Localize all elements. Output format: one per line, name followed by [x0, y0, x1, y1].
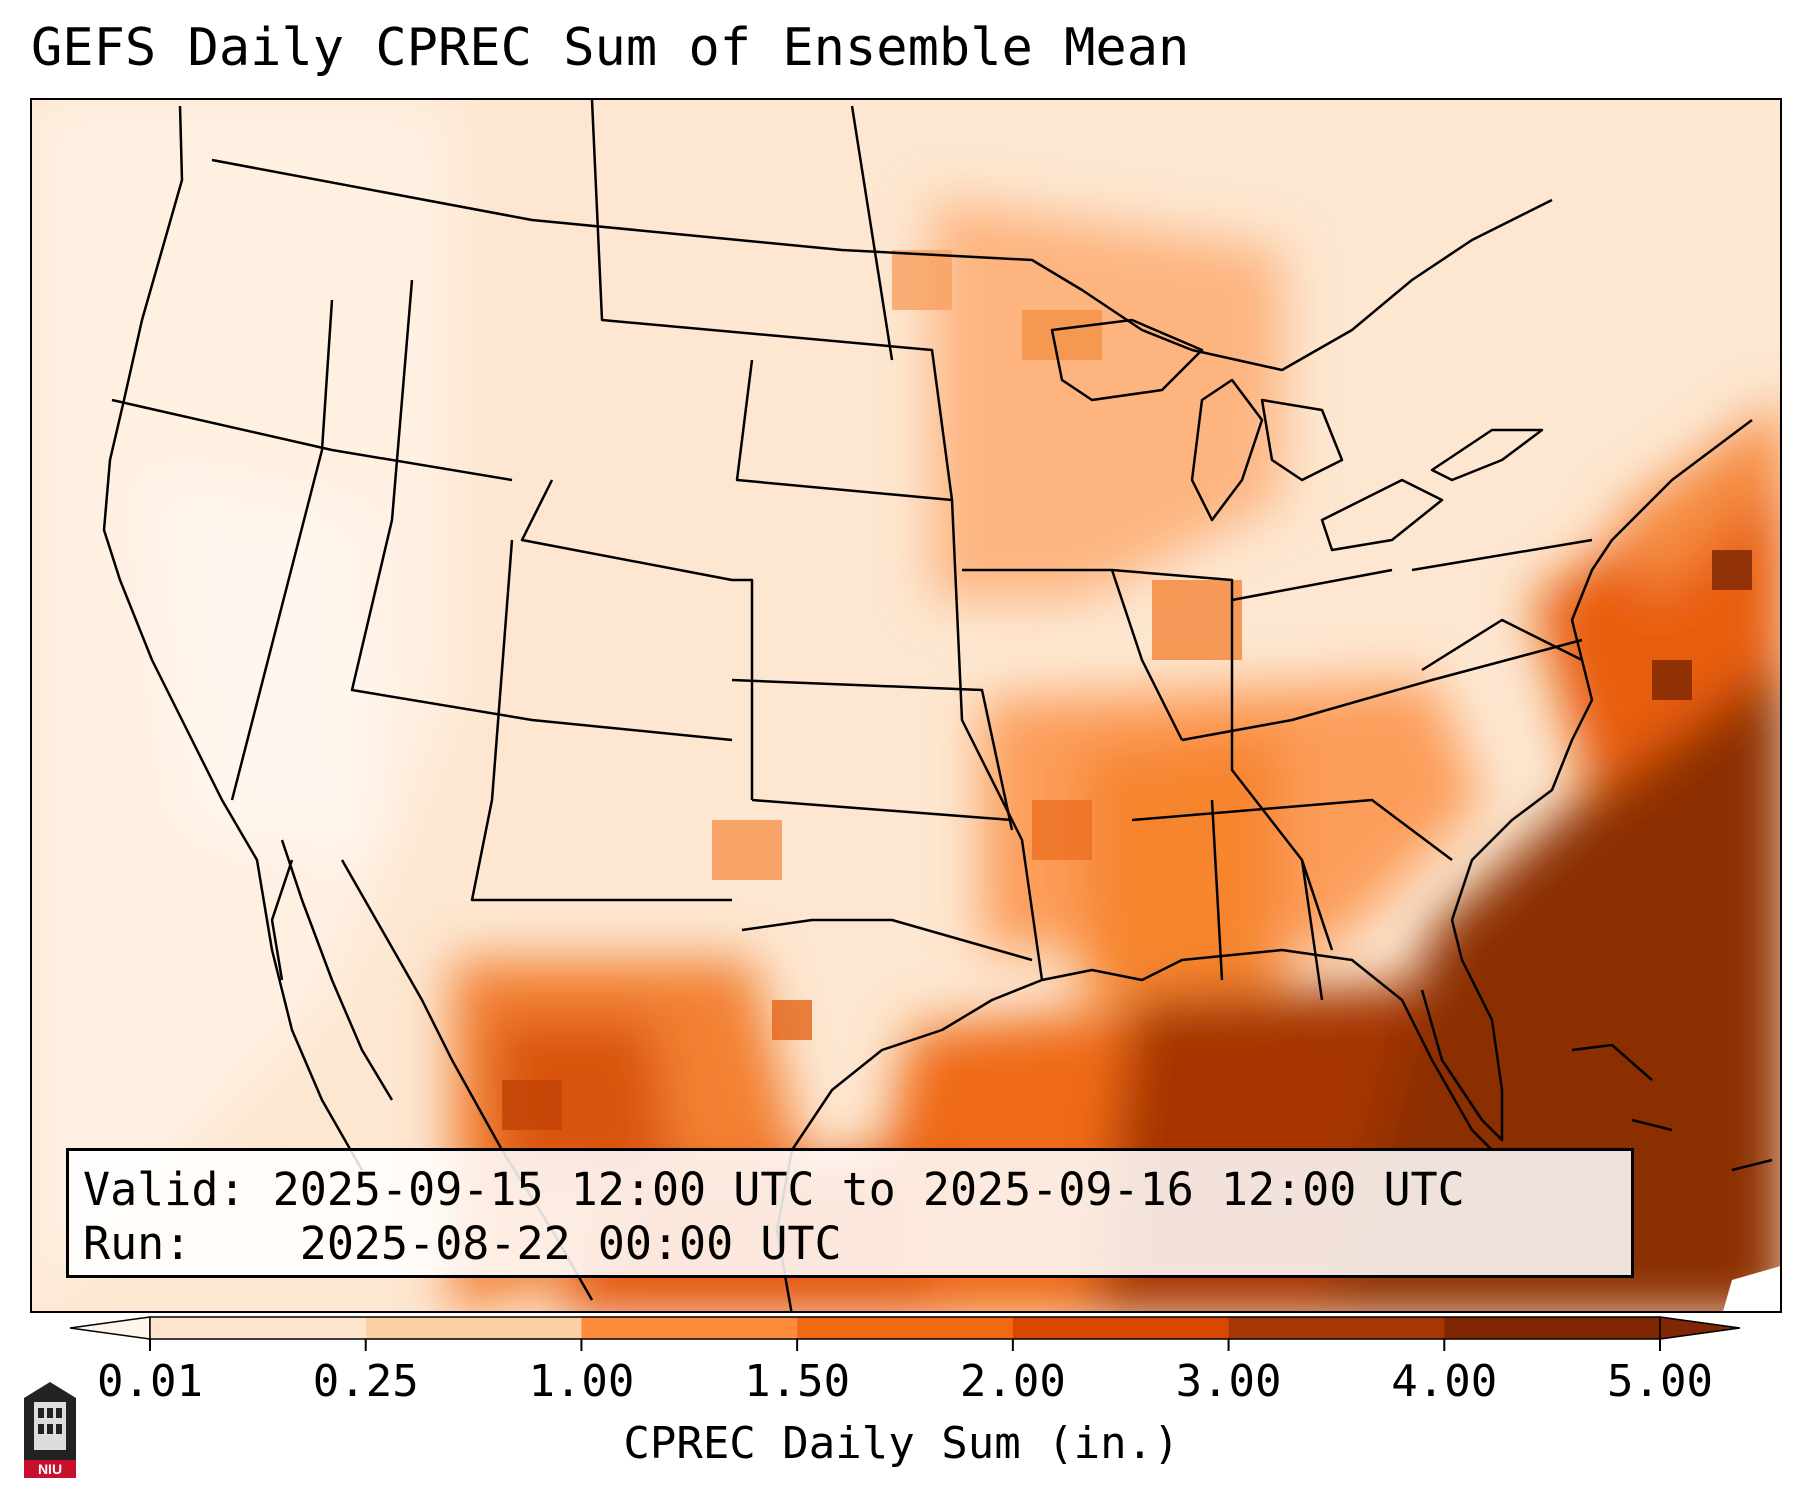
valid-label: Valid: — [83, 1163, 246, 1216]
run-value: 2025-08-22 00:00 UTC — [299, 1217, 842, 1270]
valid-value: 2025-09-15 12:00 UTC to 2025-09-16 12:00… — [272, 1163, 1465, 1216]
run-line: Run: 2025-08-22 00:00 UTC — [83, 1217, 1617, 1271]
colorbar-segment — [365, 1317, 582, 1339]
colorbar-segment — [797, 1317, 1014, 1339]
colorbar-tick-label: 4.00 — [1391, 1356, 1498, 1407]
colorbar-segment — [150, 1317, 367, 1339]
valid-line: Valid: 2025-09-15 12:00 UTC to 2025-09-1… — [83, 1163, 1617, 1217]
precipitation-map — [30, 98, 1782, 1313]
colorbar-tick-label: 3.00 — [1175, 1356, 1282, 1407]
colorbar-extend-low — [70, 1316, 151, 1340]
colorbar-tick-label: 5.00 — [1607, 1356, 1713, 1407]
valid-run-info-box: Valid: 2025-09-15 12:00 UTC to 2025-09-1… — [66, 1148, 1634, 1278]
niu-logo-icon: NIU — [24, 1382, 76, 1478]
colorbar — [70, 1316, 1740, 1351]
colorbar-label: CPREC Daily Sum (in.) — [623, 1418, 1180, 1469]
colorbar-tick-label: 1.50 — [744, 1356, 851, 1407]
colorbar-segment — [1228, 1317, 1445, 1339]
colorbar-segment — [1012, 1317, 1230, 1339]
map-canvas — [32, 100, 1780, 1311]
colorbar-extend-high — [1659, 1316, 1740, 1340]
colorbar-border — [149, 1316, 1661, 1340]
colorbar-segment — [581, 1317, 798, 1339]
run-label: Run: — [83, 1217, 192, 1270]
logo-text: NIU — [38, 1461, 62, 1477]
map-title: GEFS Daily CPREC Sum of Ensemble Mean — [31, 18, 1190, 78]
colorbar-tick-label: 0.25 — [312, 1356, 419, 1407]
colorbar-segment — [1444, 1317, 1661, 1339]
colorbar-tick-label: 0.01 — [97, 1356, 203, 1407]
colorbar-tick-label: 1.00 — [528, 1356, 635, 1407]
colorbar-tick-label: 2.00 — [959, 1356, 1066, 1407]
